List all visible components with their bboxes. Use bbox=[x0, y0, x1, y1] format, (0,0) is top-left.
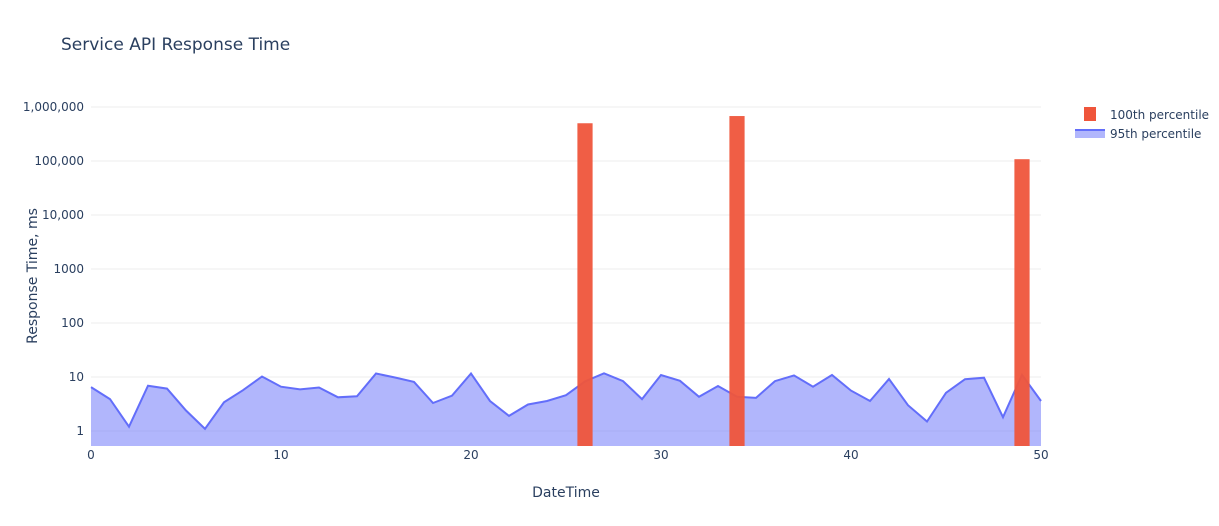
legend-label-95th: 95th percentile bbox=[1110, 127, 1201, 141]
y-tick-label: 10 bbox=[69, 370, 84, 384]
x-axis-title: DateTime bbox=[532, 485, 600, 501]
legend-item-95th[interactable]: 95th percentile bbox=[1075, 127, 1201, 141]
legend-item-100th[interactable]: 100th percentile bbox=[1084, 107, 1209, 122]
y-tick-label: 10,000 bbox=[42, 208, 84, 222]
series-line-95th bbox=[90, 371, 1042, 431]
y-axis-ticks: 1 10 100 1000 10,000 100,000 1,000,000 bbox=[23, 100, 84, 438]
series-100th-bars bbox=[577, 116, 1030, 447]
legend-swatch-100th bbox=[1084, 107, 1096, 121]
y-axis-title: Response Time, ms bbox=[25, 208, 41, 344]
y-tick-label: 1,000,000 bbox=[23, 100, 84, 114]
x-axis-ticks: 0 10 20 30 40 50 bbox=[87, 448, 1048, 462]
x-tick-label: 30 bbox=[653, 448, 668, 462]
legend-label-100th: 100th percentile bbox=[1110, 108, 1209, 122]
area-fill-95th bbox=[91, 373, 1041, 446]
bar-100th[interactable] bbox=[1014, 159, 1030, 446]
y-tick-label: 1 bbox=[76, 424, 84, 438]
y-tick-label: 100,000 bbox=[34, 154, 84, 168]
chart-title: Service API Response Time bbox=[61, 35, 290, 55]
gridlines bbox=[91, 106, 1041, 432]
y-tick-label: 100 bbox=[61, 316, 84, 330]
x-tick-label: 0 bbox=[87, 448, 95, 462]
legend[interactable]: 100th percentile 95th percentile bbox=[1075, 107, 1209, 141]
series-95th-area bbox=[90, 371, 1042, 446]
y-tick-label: 1000 bbox=[53, 262, 84, 276]
bar-100th[interactable] bbox=[729, 116, 745, 446]
legend-swatch-95th bbox=[1075, 130, 1105, 138]
x-tick-label: 50 bbox=[1033, 448, 1048, 462]
x-tick-label: 10 bbox=[273, 448, 288, 462]
x-tick-label: 20 bbox=[463, 448, 478, 462]
x-tick-label: 40 bbox=[843, 448, 858, 462]
bar-100th[interactable] bbox=[577, 123, 593, 447]
